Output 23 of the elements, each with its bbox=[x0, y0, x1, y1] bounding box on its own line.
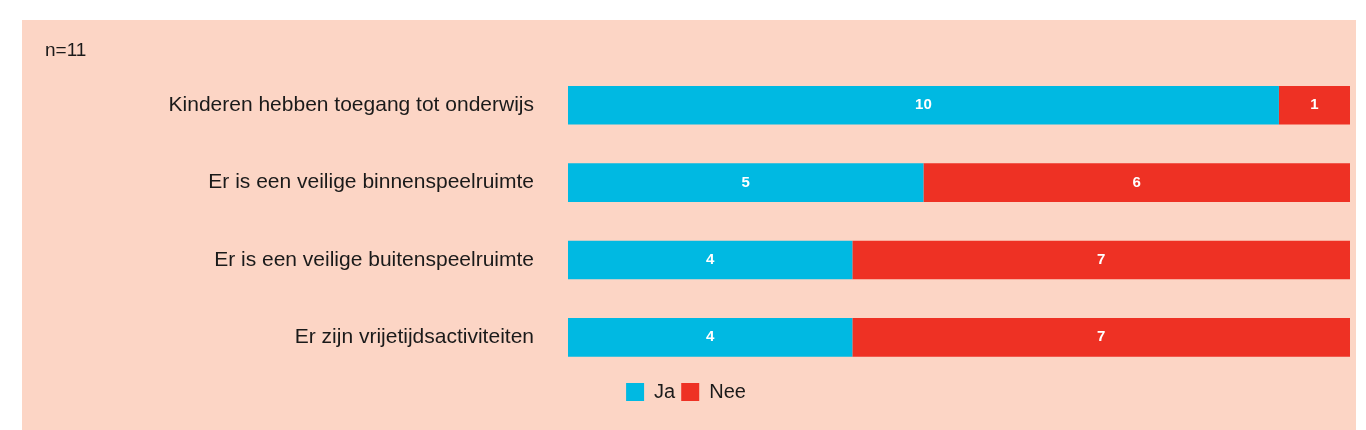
data-label: 4 bbox=[706, 327, 716, 345]
data-label: 4 bbox=[706, 250, 716, 268]
bar bbox=[1278, 85, 1350, 125]
legend-label: Ja bbox=[654, 379, 677, 402]
y-tick-label: Er is een veilige buitenspeelruimte bbox=[214, 246, 534, 270]
y-tick-label: Er is een veilige binnenspeelruimte bbox=[208, 169, 534, 193]
bar bbox=[568, 317, 853, 357]
data-label: 10 bbox=[915, 95, 932, 113]
y-tick-label: Er zijn vrijetijdsactiviteiten bbox=[294, 324, 534, 348]
text: n=11 bbox=[45, 39, 87, 61]
bar bbox=[852, 240, 1350, 280]
bar bbox=[568, 85, 1279, 125]
legend-label: Nee bbox=[709, 379, 746, 402]
bar bbox=[923, 163, 1350, 202]
data-label: 5 bbox=[741, 172, 750, 190]
bar bbox=[852, 317, 1350, 357]
bar bbox=[568, 163, 924, 202]
data-label: 7 bbox=[1097, 250, 1106, 268]
data-label: 7 bbox=[1097, 327, 1106, 345]
bar bbox=[568, 240, 853, 280]
data-label: 1 bbox=[1310, 95, 1319, 113]
y-tick-label: Kinderen hebben toegang tot onderwijs bbox=[168, 92, 534, 116]
data-label: 6 bbox=[1132, 172, 1141, 190]
